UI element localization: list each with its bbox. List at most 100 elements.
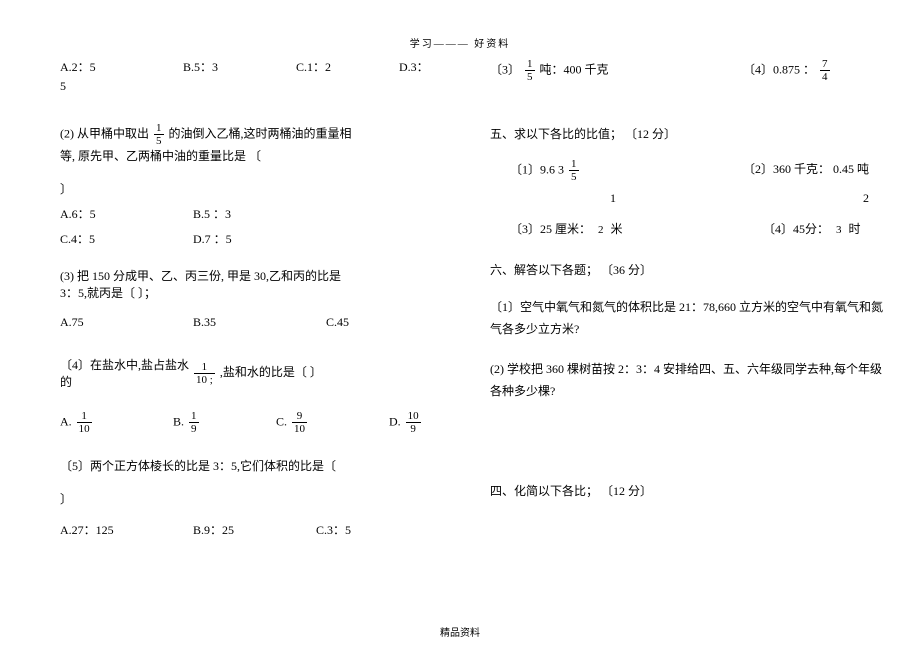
q5-opt-b: B.9：25 bbox=[193, 521, 313, 538]
q3-opt-b: B.35 bbox=[193, 315, 323, 330]
s5-nums: 1 2 bbox=[490, 191, 890, 206]
s6-q1: 〔1〕空气中氧气和氮气的体积比是 21：78,660 立方米的空气中有氧气和氮气… bbox=[490, 296, 890, 340]
q2-opt-d: D.7 ：5 bbox=[193, 230, 232, 247]
page-header: 学习——— 好资料 bbox=[0, 35, 920, 50]
q4-mid: 的 bbox=[60, 373, 189, 390]
top3-den: 5 bbox=[525, 71, 535, 83]
q4-frac-den: 10 ; bbox=[194, 374, 215, 386]
q2-options-row2: C.4：5 D.7 ：5 bbox=[60, 230, 470, 247]
s5-row-2: 2 bbox=[863, 191, 869, 206]
q4-opt-b: B. 1 9 bbox=[173, 410, 273, 435]
top4-den: 4 bbox=[820, 71, 830, 83]
q5-close: 〕 bbox=[60, 490, 470, 507]
q4-c-pre: C. bbox=[276, 414, 287, 428]
page: 学习——— 好资料 A.2：5 B.5：3 C.1：2 D.3： 5 (2) 从… bbox=[0, 0, 920, 651]
q1-options: A.2：5 B.5：3 C.1：2 D.3： bbox=[60, 58, 470, 75]
q2-frac: 1 5 bbox=[154, 122, 164, 147]
s5-item-2: 〔2〕360 千克： 0.45 吨 bbox=[743, 160, 869, 177]
q1-opt-d-suffix-row: 5 bbox=[60, 79, 470, 94]
s5-item-4: 〔4〕45分： 3 时 bbox=[763, 220, 861, 237]
s5-3-pre: 〔3〕25 厘米： bbox=[510, 222, 591, 236]
s5-1-num: 1 bbox=[569, 158, 579, 171]
q2-frac-den: 5 bbox=[154, 135, 164, 147]
s5-1-den: 5 bbox=[569, 171, 579, 183]
top3-num: 1 bbox=[525, 58, 535, 71]
q3-opt-a: A.75 bbox=[60, 315, 190, 330]
page-footer: 精品资料 bbox=[0, 624, 920, 639]
s5-item-1: 〔1〕9.6 3 1 5 bbox=[490, 158, 740, 183]
section6-title: 六、解答以下各题； 〔36 分〕 bbox=[490, 261, 890, 278]
s5-3-post: 米 bbox=[611, 222, 623, 236]
q1-opt-a: A.2：5 bbox=[60, 58, 180, 75]
top-item-3: 〔3〕 1 5 吨：400 千克 bbox=[490, 58, 740, 83]
q1-opt-c: C.1：2 bbox=[296, 58, 396, 75]
top3-frac: 1 5 bbox=[525, 58, 535, 83]
q2-line1: (2) 从甲桶中取出 1 5 的油倒入乙桶,这时两桶油的重量相 bbox=[60, 122, 470, 147]
s5-1-frac: 1 5 bbox=[569, 158, 579, 183]
q4-d-pre: D. bbox=[389, 414, 401, 428]
q4-c-num: 9 bbox=[292, 410, 307, 423]
q4-b-pre: B. bbox=[173, 414, 184, 428]
q3-line1: (3) 把 150 分成甲、乙、丙三份, 甲是 30,乙和丙的比是 bbox=[60, 267, 470, 284]
top-item-4: 〔4〕0.875 ： 7 4 bbox=[743, 58, 832, 83]
q4-opt-d: D. 10 9 bbox=[389, 410, 423, 435]
q4-a-pre: A. bbox=[60, 414, 72, 428]
q2-opt-c: C.4：5 bbox=[60, 230, 190, 247]
s5-4-pre: 〔4〕45分： bbox=[763, 222, 829, 236]
right-column: 〔3〕 1 5 吨：400 千克 〔4〕0.875 ： 7 4 五、求以下各比的… bbox=[490, 58, 890, 499]
q4-b-frac: 1 9 bbox=[189, 410, 199, 435]
s5-4-post: 时 bbox=[849, 222, 861, 236]
q4-frac: 1 10 ; bbox=[194, 361, 215, 386]
q2-text-1: (2) 从甲桶中取出 bbox=[60, 126, 149, 140]
q2-opt-a: A.6：5 bbox=[60, 205, 190, 222]
s5-row2: 〔3〕25 厘米： 2 米 〔4〕45分： 3 时 bbox=[490, 220, 890, 237]
q4-b-den: 9 bbox=[189, 423, 199, 435]
q4-b-num: 1 bbox=[189, 410, 199, 423]
q4-text-1: 〔4〕在盐水中,盐占盐水 bbox=[60, 356, 189, 373]
q4-line1: 〔4〕在盐水中,盐占盐水 的 1 10 ; ,盐和水的比是〔 〕 bbox=[60, 356, 470, 390]
q4-text-2: ,盐和水的比是〔 〕 bbox=[220, 365, 322, 379]
left-column: A.2：5 B.5：3 C.1：2 D.3： 5 (2) 从甲桶中取出 1 5 … bbox=[60, 58, 470, 538]
q4-options: A. 1 10 B. 1 9 C. 9 10 bbox=[60, 410, 470, 435]
q5-line1: 〔5〕两个正方体棱长的比是 3：5,它们体积的比是〔 bbox=[60, 457, 470, 474]
q4-c-frac: 9 10 bbox=[292, 410, 307, 435]
top-row: 〔3〕 1 5 吨：400 千克 〔4〕0.875 ： 7 4 bbox=[490, 58, 890, 83]
q4-d-den: 9 bbox=[406, 423, 421, 435]
top3-text: 吨：400 千克 bbox=[540, 62, 609, 76]
q4-a-num: 1 bbox=[77, 410, 92, 423]
q4-c-den: 10 bbox=[292, 423, 307, 435]
section5-title: 五、求以下各比的比值； 〔12 分〕 bbox=[490, 125, 890, 142]
q2-options-row1: A.6：5 B.5 ：3 bbox=[60, 205, 470, 222]
s5-1-pre: 〔1〕9.6 3 bbox=[510, 162, 564, 176]
q5-opt-c: C.3：5 bbox=[316, 521, 351, 538]
q5-opt-a: A.27：125 bbox=[60, 521, 190, 538]
s5-item-3: 〔3〕25 厘米： 2 米 bbox=[490, 220, 760, 237]
q2-close: 〕 bbox=[60, 180, 470, 197]
q4-d-frac: 10 9 bbox=[406, 410, 421, 435]
s5-4-num: 3 bbox=[834, 224, 844, 236]
q2-text-2: 的油倒入乙桶,这时两桶油的重量相 bbox=[169, 126, 352, 140]
q1-opt-d-suffix: 5 bbox=[60, 79, 66, 93]
q3-options: A.75 B.35 C.45 bbox=[60, 315, 470, 330]
section4-title: 四、化简以下各比； 〔12 分〕 bbox=[490, 482, 890, 499]
q4-opt-a: A. 1 10 bbox=[60, 410, 170, 435]
q4-frac-num: 1 bbox=[194, 361, 215, 374]
q5-options: A.27：125 B.9：25 C.3：5 bbox=[60, 521, 470, 538]
top4-pre: 〔4〕0.875 ： bbox=[743, 62, 815, 76]
s5-row-1: 1 bbox=[490, 191, 860, 206]
top4-num: 7 bbox=[820, 58, 830, 71]
q3-line2: 3：5,就丙是〔 〕； bbox=[60, 284, 470, 301]
q1-opt-d-pre: D.3： bbox=[399, 58, 429, 75]
q4-a-frac: 1 10 bbox=[77, 410, 92, 435]
q2-frac-num: 1 bbox=[154, 122, 164, 135]
s5-3-num: 2 bbox=[596, 224, 606, 236]
q3-opt-c: C.45 bbox=[326, 315, 349, 330]
top4-frac: 7 4 bbox=[820, 58, 830, 83]
s6-q2: (2) 学校把 360 棵树苗按 2：3：4 安排给四、五、六年级同学去种,每个… bbox=[490, 358, 890, 402]
s5-4-frac: 3 bbox=[834, 224, 844, 236]
q2-line2: 等, 原先甲、乙两桶中油的重量比是 〔 bbox=[60, 147, 470, 164]
q4-opt-c: C. 9 10 bbox=[276, 410, 386, 435]
s5-row1: 〔1〕9.6 3 1 5 〔2〕360 千克： 0.45 吨 bbox=[490, 158, 890, 183]
q2-opt-b: B.5 ：3 bbox=[193, 205, 231, 222]
q4-a-den: 10 bbox=[77, 423, 92, 435]
